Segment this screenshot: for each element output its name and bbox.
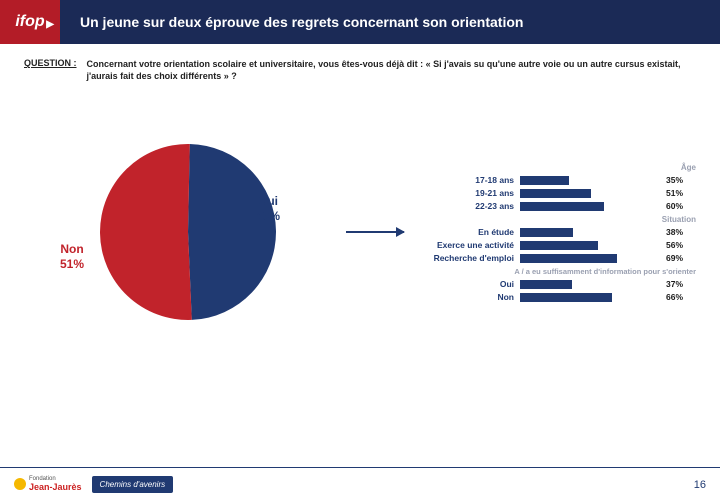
bar-value: 56%: [666, 240, 683, 250]
bar-label: 17-18 ans: [412, 175, 520, 185]
bar-track: [520, 189, 660, 198]
page-title: Un jeune sur deux éprouve des regrets co…: [80, 14, 523, 30]
bar-row: Recherche d'emploi 69%: [412, 253, 702, 263]
bar-label: 22-23 ans: [412, 201, 520, 211]
pie-chart-container: Oui49% Non51%: [18, 102, 358, 362]
bar-fill: [520, 241, 598, 250]
bar-value: 51%: [666, 188, 683, 198]
bar-track: [520, 254, 660, 263]
footer: Fondation Jean-Jaurès Chemins d'avenirs …: [0, 467, 720, 501]
pie-chart: [98, 142, 278, 322]
bar-track: [520, 293, 660, 302]
bar-fill: [520, 254, 617, 263]
pie-slice-oui: [188, 144, 276, 320]
bar-fill: [520, 228, 573, 237]
footer-logo-chemins: Chemins d'avenirs: [92, 476, 174, 493]
bar-label: Exerce une activité: [412, 240, 520, 250]
bar-fill: [520, 202, 604, 211]
bar-label: 19-21 ans: [412, 188, 520, 198]
page-title-bar: Un jeune sur deux éprouve des regrets co…: [60, 0, 720, 44]
content-area: Oui49% Non51% Âge 17-18 ans 35% 19-21 ans 51…: [0, 82, 720, 362]
bar-row: 17-18 ans 35%: [412, 175, 702, 185]
bar-label: Recherche d'emploi: [412, 253, 520, 263]
bar-row: 19-21 ans 51%: [412, 188, 702, 198]
breakdown-bars: Âge 17-18 ans 35% 19-21 ans 51% 22-23 ans 60% S…: [412, 159, 702, 305]
bar-fill: [520, 293, 612, 302]
bar-fill: [520, 189, 591, 198]
bar-value: 37%: [666, 279, 683, 289]
bar-group-title: Situation: [412, 215, 702, 224]
question-label: QUESTION :: [24, 58, 77, 82]
bar-row: Oui 37%: [412, 279, 702, 289]
bar-track: [520, 176, 660, 185]
bar-track: [520, 280, 660, 289]
bar-label: En étude: [412, 227, 520, 237]
footer-logo1-text: Fondation Jean-Jaurès: [29, 477, 82, 491]
bar-fill: [520, 280, 572, 289]
bar-group-title: A / a eu suffisamment d'information pour…: [412, 267, 702, 276]
bar-group-title: Âge: [412, 163, 702, 172]
brand-logo-text: ifop: [15, 13, 44, 31]
logo-arrow-icon: ▶: [46, 19, 54, 30]
bar-track: [520, 202, 660, 211]
bar-row: Exerce une activité 56%: [412, 240, 702, 250]
pie-label-oui: Oui49%: [256, 194, 280, 224]
pie-label-non: Non51%: [60, 242, 84, 272]
bar-row: Non 66%: [412, 292, 702, 302]
bar-value: 60%: [666, 201, 683, 211]
question-block: QUESTION : Concernant votre orientation …: [0, 44, 720, 82]
bar-value: 66%: [666, 292, 683, 302]
bulb-icon: [14, 478, 26, 490]
header: ifop ▶ Un jeune sur deux éprouve des reg…: [0, 0, 720, 44]
bar-value: 69%: [666, 253, 683, 263]
bar-label: Oui: [412, 279, 520, 289]
bar-value: 35%: [666, 175, 683, 185]
question-text: Concernant votre orientation scolaire et…: [87, 58, 696, 82]
bar-row: En étude 38%: [412, 227, 702, 237]
arrow-icon: [346, 231, 404, 233]
footer-logo1-bottom: Jean-Jaurès: [29, 483, 82, 492]
bar-value: 38%: [666, 227, 683, 237]
footer-logo-jean-jaures: Fondation Jean-Jaurès: [14, 477, 82, 491]
bar-label: Non: [412, 292, 520, 302]
pie-slice-non: [100, 144, 192, 320]
bar-track: [520, 241, 660, 250]
brand-logo: ifop ▶: [0, 0, 60, 44]
bar-fill: [520, 176, 569, 185]
bar-row: 22-23 ans 60%: [412, 201, 702, 211]
bar-track: [520, 228, 660, 237]
page-number: 16: [694, 479, 706, 491]
